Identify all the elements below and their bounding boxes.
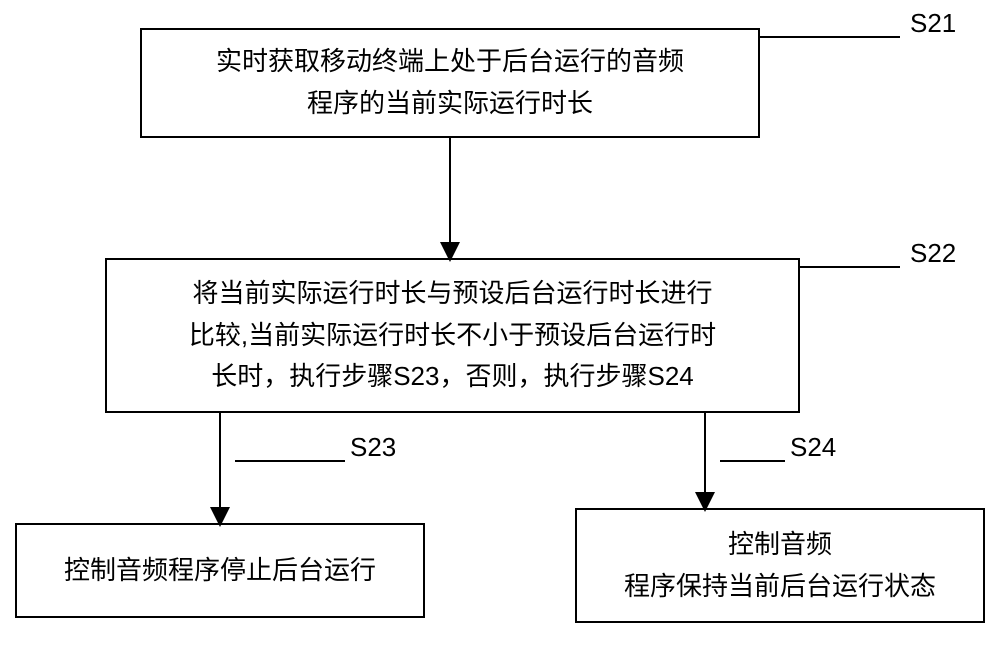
flowchart-node-s21: 实时获取移动终端上处于后台运行的音频 程序的当前实际运行时长 (140, 28, 760, 138)
flowchart-node-s23: 控制音频程序停止后台运行 (15, 523, 425, 618)
node-s23-text: 控制音频程序停止后台运行 (64, 550, 376, 592)
node-s24-line1: 控制音频 (728, 529, 832, 559)
node-s21-line1: 实时获取移动终端上处于后台运行的音频 (216, 46, 684, 76)
node-s22-line1: 将当前实际运行时长与预设后台运行时长进行 (192, 278, 712, 308)
node-s21-line2: 程序的当前实际运行时长 (307, 88, 593, 118)
node-s22-line2: 比较,当前实际运行时长不小于预设后台运行时 (189, 320, 716, 350)
callout-line-s22 (800, 266, 900, 268)
callout-line-s21 (760, 36, 900, 38)
callout-line-s23 (235, 460, 345, 462)
flowchart-node-s22: 将当前实际运行时长与预设后台运行时长进行 比较,当前实际运行时长不小于预设后台运… (105, 258, 800, 413)
label-s23: S23 (350, 432, 396, 463)
flowchart-node-s24: 控制音频 程序保持当前后台运行状态 (575, 508, 985, 623)
label-s22: S22 (910, 238, 956, 269)
node-s21-text: 实时获取移动终端上处于后台运行的音频 程序的当前实际运行时长 (216, 41, 684, 124)
label-s21: S21 (910, 8, 956, 39)
node-s24-text: 控制音频 程序保持当前后台运行状态 (624, 524, 936, 607)
label-s24: S24 (790, 432, 836, 463)
node-s24-line2: 程序保持当前后台运行状态 (624, 571, 936, 601)
node-s22-line3: 长时，执行步骤S23，否则，执行步骤S24 (211, 361, 694, 391)
node-s22-text: 将当前实际运行时长与预设后台运行时长进行 比较,当前实际运行时长不小于预设后台运… (189, 273, 716, 398)
callout-line-s24 (720, 460, 785, 462)
